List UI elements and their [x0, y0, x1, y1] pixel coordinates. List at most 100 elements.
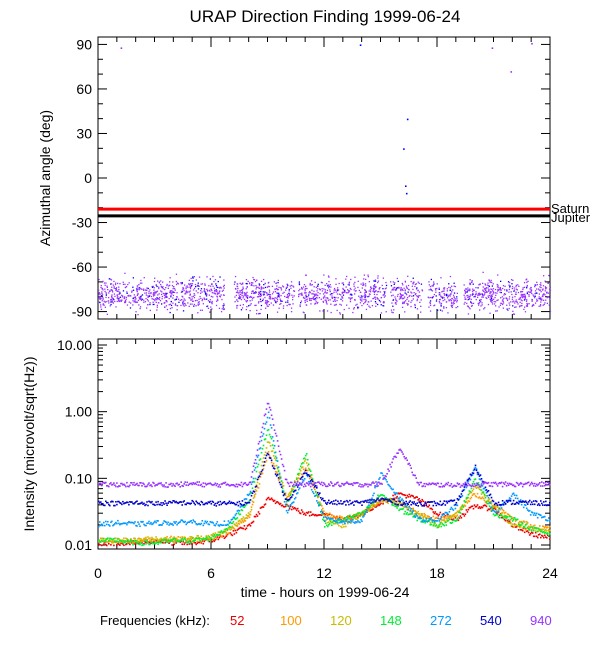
- series-point: [269, 424, 272, 426]
- scatter-point: [399, 293, 402, 296]
- series-point: [241, 518, 244, 520]
- series-point: [168, 524, 170, 526]
- series-point: [367, 507, 369, 510]
- series-point: [299, 478, 302, 480]
- series-point: [237, 520, 240, 522]
- scatter-point: [470, 298, 472, 301]
- series-point: [519, 521, 522, 523]
- top-reference-lines: [98, 207, 550, 218]
- series-point: [202, 537, 205, 539]
- series-point: [105, 540, 107, 542]
- scatter-point: [545, 287, 547, 289]
- scatter-point: [282, 285, 284, 287]
- series-point: [342, 523, 344, 526]
- scatter-point: [414, 293, 416, 296]
- series-point: [210, 540, 213, 543]
- series-point: [525, 523, 528, 525]
- scatter-point: [467, 299, 469, 301]
- series-point: [224, 528, 227, 531]
- series-point: [190, 520, 192, 522]
- scatter-point: [298, 283, 300, 285]
- scatter-point: [473, 289, 475, 291]
- scatter-point: [277, 288, 279, 291]
- series-point: [271, 498, 274, 501]
- series-point: [279, 477, 282, 479]
- scatter-point: [212, 296, 214, 298]
- series-point: [303, 512, 306, 515]
- series-point: [397, 505, 399, 507]
- series-point: [214, 539, 217, 541]
- series-point: [501, 508, 504, 511]
- scatter-point: [209, 301, 211, 303]
- scatter-point: [174, 299, 176, 301]
- series-point: [200, 542, 203, 544]
- series-point: [108, 503, 110, 506]
- scatter-point: [267, 285, 269, 287]
- scatter-point: [317, 288, 319, 290]
- scatter-point: [141, 282, 143, 284]
- series-point: [254, 515, 257, 518]
- scatter-point: [494, 292, 497, 294]
- series-point: [164, 539, 166, 541]
- scatter-point: [277, 279, 279, 282]
- series-point: [293, 498, 296, 500]
- series-point: [347, 515, 349, 517]
- scatter-point: [417, 290, 419, 292]
- series-point: [465, 483, 468, 486]
- scatter-point: [152, 301, 154, 303]
- series-point: [173, 537, 175, 540]
- scatter-point: [467, 296, 469, 299]
- series-point: [539, 533, 541, 535]
- series-point: [261, 469, 264, 471]
- series-point: [197, 535, 199, 537]
- scatter-point: [240, 283, 242, 285]
- scatter-point: [492, 288, 495, 290]
- scatter-point: [497, 290, 499, 292]
- scatter-point: [121, 299, 123, 301]
- scatter-point: [472, 292, 474, 294]
- series-point: [525, 501, 528, 504]
- series-point: [283, 493, 286, 495]
- series-point: [126, 523, 128, 526]
- scatter-point: [98, 297, 101, 299]
- scatter-point: [116, 297, 118, 299]
- scatter-point: [112, 297, 114, 300]
- series-point: [374, 506, 376, 508]
- scatter-point: [301, 293, 303, 295]
- series-point: [517, 500, 520, 502]
- scatter-point: [188, 283, 191, 285]
- scatter-point: [303, 284, 306, 286]
- series-point: [395, 503, 397, 505]
- scatter-point: [99, 301, 101, 304]
- series-point: [428, 504, 431, 507]
- scatter-point: [101, 294, 103, 297]
- scatter-point: [515, 286, 517, 288]
- series-point: [474, 486, 477, 488]
- scatter-point: [504, 289, 506, 291]
- scatter-point: [242, 297, 244, 299]
- series-point: [506, 513, 509, 515]
- series-point: [230, 533, 233, 536]
- scatter-point: [546, 291, 548, 294]
- scatter-point: [390, 295, 393, 297]
- series-point: [307, 463, 310, 466]
- series-point: [545, 536, 547, 538]
- series-point: [374, 501, 376, 503]
- scatter-point: [329, 299, 331, 301]
- series-point: [455, 515, 458, 518]
- scatter-point: [209, 311, 211, 313]
- scatter-point: [453, 302, 455, 305]
- series-point: [142, 503, 144, 505]
- bottom-y-tick-label: 10.00: [57, 337, 92, 353]
- series-point: [194, 503, 196, 506]
- series-point: [478, 488, 481, 490]
- scatter-point: [215, 285, 218, 287]
- scatter-point: [192, 277, 194, 279]
- series-point: [154, 504, 156, 506]
- series-point: [249, 525, 252, 527]
- series-point: [540, 530, 542, 533]
- series-point: [370, 502, 372, 504]
- scatter-point: [511, 285, 514, 288]
- scatter-point: [207, 307, 210, 309]
- series-point: [377, 502, 379, 504]
